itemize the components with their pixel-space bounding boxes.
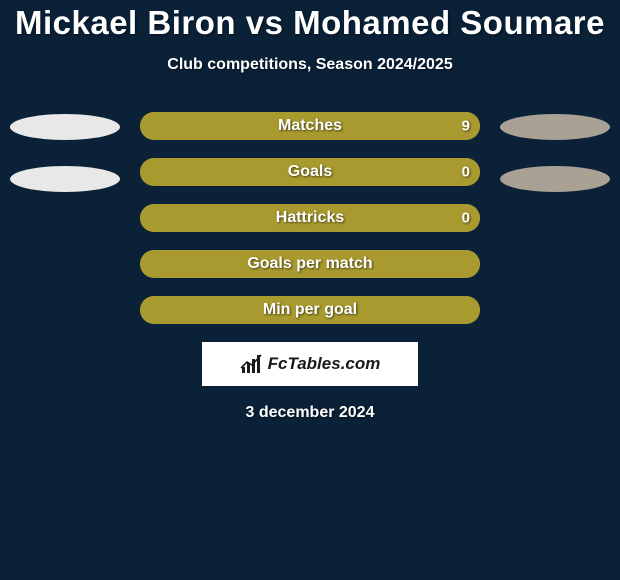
stat-bar-label: Goals per match <box>247 255 372 273</box>
stat-bar-label: Min per goal <box>263 301 357 319</box>
page-title: Mickael Biron vs Mohamed Soumare <box>0 4 620 42</box>
left-player-col <box>10 112 120 192</box>
page-subtitle: Club competitions, Season 2024/2025 <box>0 56 620 74</box>
stat-bar-label: Matches <box>278 117 342 135</box>
stat-bar-row: Min per goal <box>140 296 480 324</box>
stat-bar-row: Matches 9 <box>140 112 480 140</box>
bars-container: Matches 9 Goals 0 Hattricks 0 Goals per match M… <box>140 112 480 324</box>
logo-chart-icon <box>240 355 262 373</box>
chart-area: Matches 9 Goals 0 Hattricks 0 Goals per match M… <box>0 112 620 324</box>
right-stat-marker <box>500 114 610 140</box>
date-text: 3 december 2024 <box>0 404 620 422</box>
logo-box: FcTables.com <box>202 342 418 386</box>
stat-bar-value: 9 <box>462 118 470 135</box>
stat-bar-row: Goals 0 <box>140 158 480 186</box>
stat-bar-value: 0 <box>462 210 470 227</box>
stat-bar-row: Goals per match <box>140 250 480 278</box>
stat-bar-row: Hattricks 0 <box>140 204 480 232</box>
comparison-card: Mickael Biron vs Mohamed Soumare Club co… <box>0 0 620 422</box>
left-stat-marker <box>10 114 120 140</box>
left-stat-marker <box>10 166 120 192</box>
stat-bar-label: Hattricks <box>276 209 344 227</box>
stat-bar-value: 0 <box>462 164 470 181</box>
logo-text: FcTables.com <box>268 354 381 374</box>
right-stat-marker <box>500 166 610 192</box>
stat-bar-label: Goals <box>288 163 332 181</box>
right-player-col <box>500 112 610 192</box>
logo-trend-line-icon <box>240 354 262 370</box>
